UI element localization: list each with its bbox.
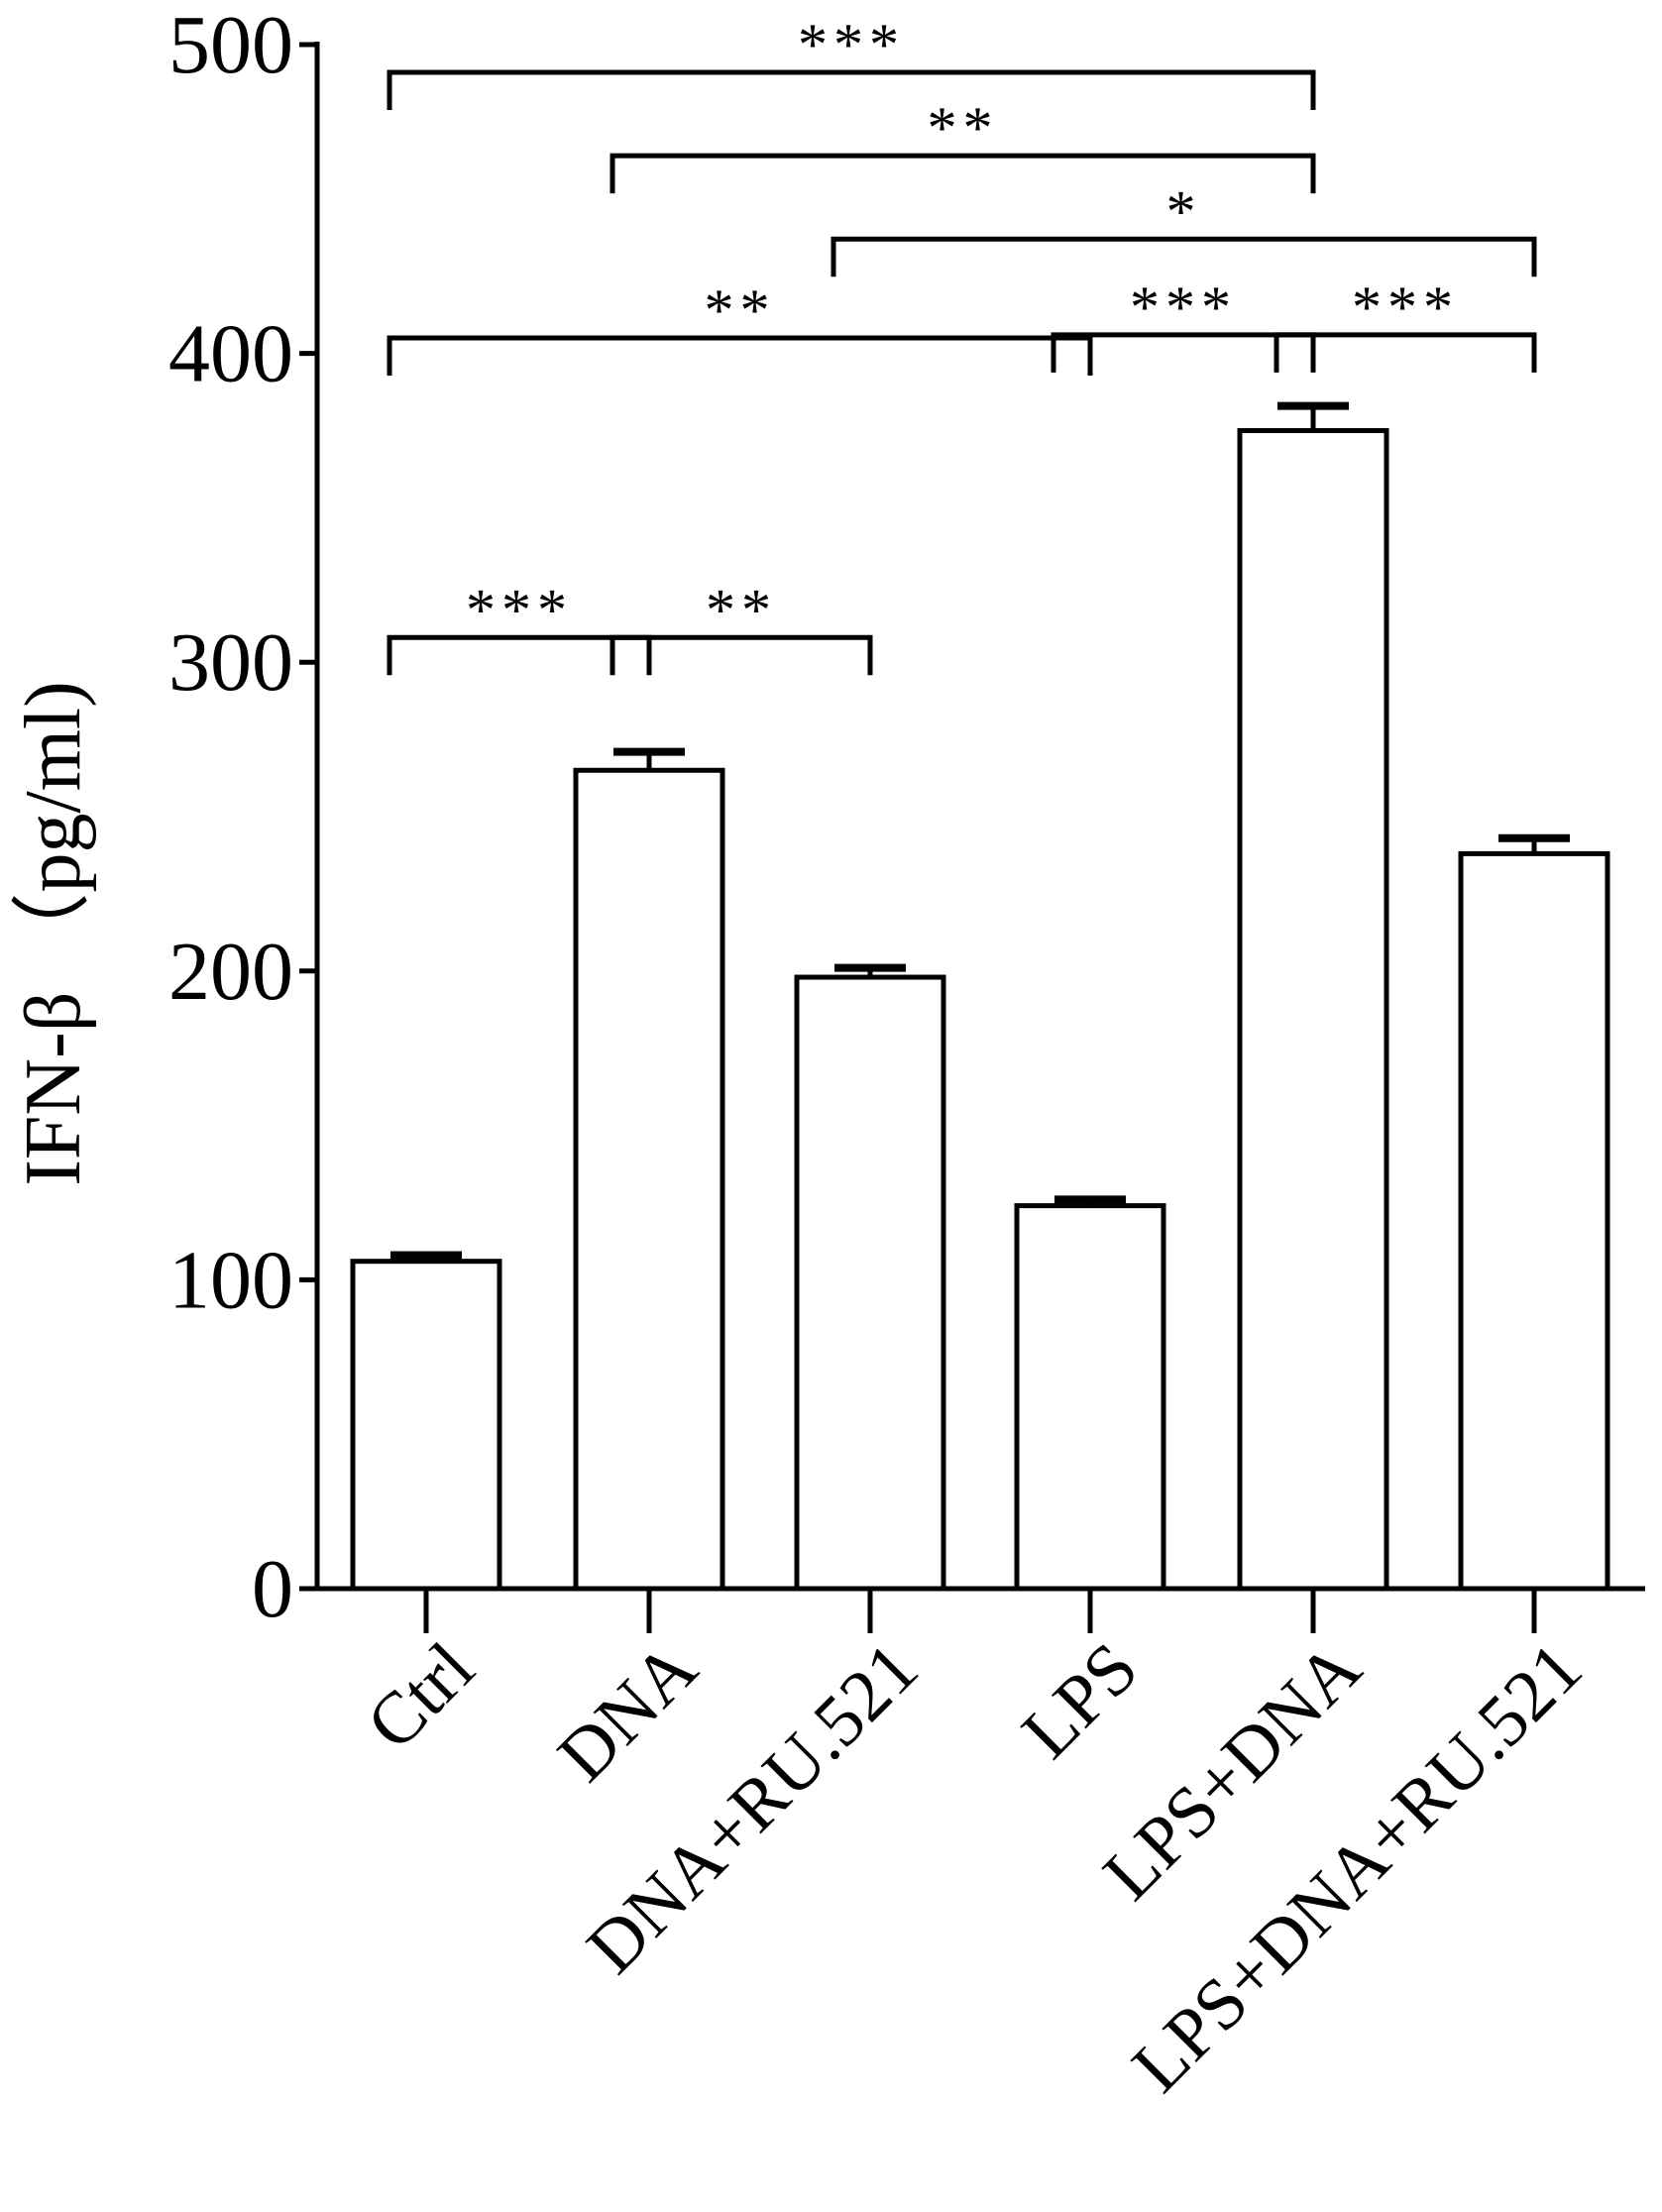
y-tick-label: 200 (168, 926, 293, 1018)
significance-bracket (387, 634, 652, 676)
y-tick-label: 300 (168, 616, 293, 709)
significance-label: *** (466, 577, 573, 642)
x-tick-label: Ctrl (352, 1627, 490, 1765)
significance-label: * (1166, 178, 1202, 244)
axes (299, 42, 1645, 1633)
error-bars (390, 401, 1570, 1262)
significance-label: ** (706, 577, 777, 642)
y-axis-label: IFN-β （pg/ml) (10, 681, 97, 1186)
significance-bracket (1274, 332, 1537, 373)
significance-bracket (609, 634, 873, 676)
x-tick-label: LPS (1007, 1627, 1154, 1774)
bar (573, 767, 725, 1592)
bar (350, 1259, 502, 1592)
significance-bracket (387, 69, 1316, 111)
significance-bracket (831, 236, 1537, 277)
bar (1014, 1203, 1166, 1592)
significance-label: ** (705, 277, 776, 343)
bars (350, 428, 1610, 1592)
bar (794, 974, 946, 1592)
significance-label: ** (928, 95, 999, 161)
bar (1458, 850, 1610, 1592)
significance-brackets: ******** *** ****** ** (387, 12, 1537, 676)
significance-bracket (387, 335, 1093, 377)
x-tick-label: DNA (543, 1627, 713, 1797)
bar (1237, 428, 1389, 1592)
y-tick-label: 0 (252, 1543, 293, 1635)
y-tick-label: 400 (168, 308, 293, 400)
significance-label: *** (1352, 275, 1459, 340)
y-tick-label: 500 (168, 0, 293, 91)
significance-bracket (609, 153, 1316, 194)
significance-bracket (1051, 332, 1316, 373)
significance-label: *** (1130, 275, 1237, 340)
y-tick-label: 100 (168, 1234, 293, 1326)
significance-label: *** (798, 12, 905, 77)
